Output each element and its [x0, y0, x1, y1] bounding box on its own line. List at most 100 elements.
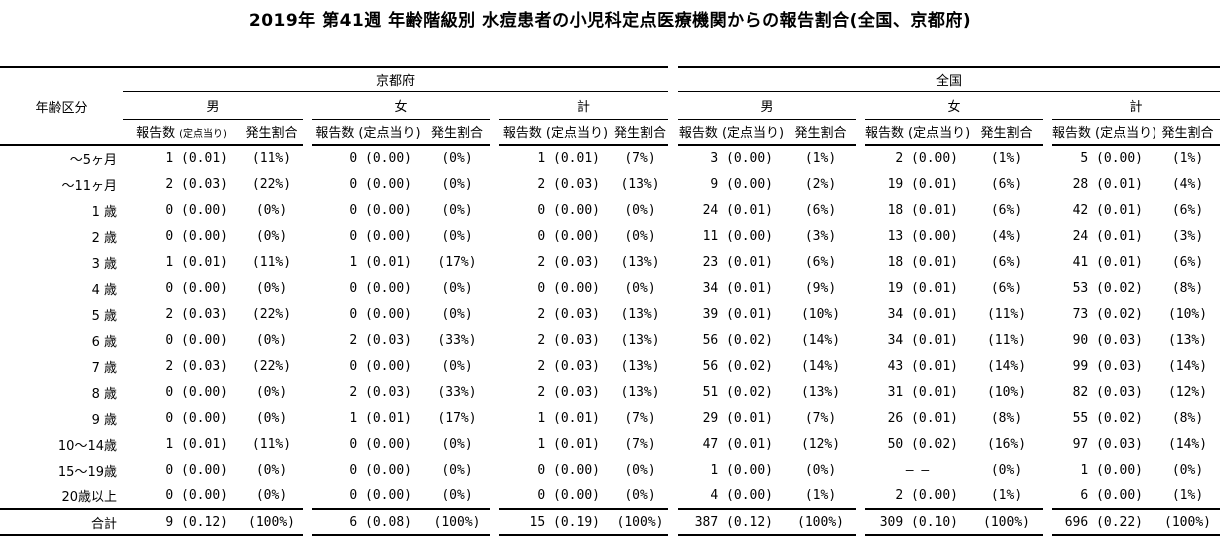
- table-row: 3 歳 1 (0.01) (11%) 1 (0.01) (17%) 2 (0.03) (13…: [0, 249, 1220, 275]
- pct-cell: (4%): [1171, 176, 1204, 192]
- column-gap: [303, 91, 312, 119]
- count-cell: 0 (0.00): [349, 358, 412, 374]
- column-gap: [490, 249, 499, 275]
- pct-cell: (1%): [990, 151, 1023, 166]
- column-gap: [856, 223, 865, 249]
- column-gap: [856, 509, 865, 535]
- pct-cell: (0%): [240, 483, 303, 510]
- total-row: 合計 9 (0.12) (100%) 6 (0.08) (100%) 15 (0.19)(…: [0, 509, 1220, 536]
- region-header-national: 全国: [678, 66, 1220, 92]
- column-gap: [490, 431, 499, 457]
- pct-cell: (1%): [1155, 483, 1220, 510]
- pct-cell: (13%): [620, 332, 660, 348]
- count-cell: 2 (0.03): [165, 306, 228, 322]
- count-cell: 0 (0.00): [349, 436, 412, 452]
- count-cell: 42 (0.01): [1072, 202, 1144, 218]
- column-gap: [303, 223, 312, 249]
- count-cell: 47 (0.01): [702, 436, 774, 452]
- count-cell: 2 (0.03): [537, 306, 600, 322]
- count-cell: 9 (0.00): [710, 176, 774, 192]
- pct-cell: (0%): [255, 202, 288, 218]
- column-gap: [668, 91, 678, 119]
- count-cell: 309 (0.10): [865, 509, 971, 536]
- pct-cell: (13%): [620, 358, 660, 374]
- column-gap: [490, 91, 499, 119]
- count-cell: 6 (0.08): [312, 509, 424, 536]
- column-gap: [1043, 457, 1052, 483]
- pct-cell: (6%): [804, 254, 837, 270]
- sex-header-kyoto-total: 計: [499, 91, 669, 120]
- count-cell: 24 (0.01): [702, 202, 774, 218]
- pct-cell: (7%): [804, 410, 837, 426]
- column-gap: [303, 327, 312, 353]
- age-label: 10～14歳: [57, 438, 117, 454]
- count-cell: 34 (0.01): [887, 306, 959, 322]
- pct-cell: (13%): [620, 254, 660, 270]
- column-gap: [668, 431, 678, 457]
- count-cell: 1 (0.00): [710, 462, 774, 478]
- column-gap: [303, 249, 312, 275]
- column-gap: [856, 353, 865, 379]
- pct-cell: (100%): [240, 509, 303, 536]
- pct-cell: (0%): [624, 228, 656, 244]
- pct-cell: (100%): [1155, 509, 1220, 536]
- count-cell: 0 (0.00): [537, 202, 600, 218]
- pct-cell: (14%): [986, 358, 1027, 374]
- pct-cell: (7%): [624, 410, 656, 426]
- column-gap: [668, 379, 678, 405]
- age-label: 2 歳: [91, 230, 117, 246]
- column-gap: [1043, 353, 1052, 379]
- pct-cell: (1%): [804, 151, 837, 166]
- pct-cell: (8%): [1171, 410, 1204, 426]
- column-gap: [856, 405, 865, 431]
- pct-header: 発生割合: [424, 119, 490, 146]
- age-label: 5 歳: [91, 308, 117, 324]
- count-cell: 0 (0.00): [123, 483, 240, 510]
- age-label: 6 歳: [91, 334, 117, 350]
- column-gap: [668, 483, 678, 509]
- count-cell: 1 (0.01): [165, 436, 228, 452]
- count-cell: 56 (0.02): [702, 332, 774, 348]
- pct-cell: (0%): [441, 151, 473, 166]
- pct-cell: (17%): [437, 254, 477, 270]
- column-gap: [1043, 145, 1052, 171]
- column-gap: [856, 145, 865, 171]
- pct-cell: (0%): [804, 462, 837, 478]
- count-cell: 90 (0.03): [1072, 332, 1144, 348]
- region-header-kyoto: 京都府: [123, 66, 669, 92]
- column-gap: [668, 353, 678, 379]
- pct-cell: (7%): [624, 436, 656, 452]
- column-gap: [303, 431, 312, 457]
- pct-cell: (13%): [620, 306, 660, 322]
- column-gap: [856, 91, 865, 119]
- sex-header-row: 男 女 計 男 女 計: [0, 91, 1220, 120]
- count-cell: 1 (0.01): [537, 436, 600, 452]
- count-cell: 29 (0.01): [702, 410, 774, 426]
- column-gap: [1043, 301, 1052, 327]
- count-cell: 2 (0.00): [865, 483, 971, 510]
- pct-cell: (0%): [255, 462, 288, 478]
- column-gap: [303, 483, 312, 509]
- pct-header: 発生割合: [785, 119, 857, 146]
- column-gap: [303, 145, 312, 171]
- sex-header-kyoto-female: 女: [312, 91, 490, 120]
- count-cell: 34 (0.01): [702, 280, 774, 296]
- count-cell: 1 (0.01): [165, 151, 228, 166]
- pct-cell: (10%): [800, 306, 841, 322]
- count-header: 報告数 (定点当り): [1052, 119, 1156, 146]
- pct-cell: (0%): [612, 483, 669, 510]
- column-gap: [303, 353, 312, 379]
- count-cell: 1 (0.01): [537, 410, 600, 426]
- table-row: 9 歳 0 (0.00) (0%) 1 (0.01) (17%) 1 (0.01) (7%)…: [0, 405, 1220, 431]
- count-cell: 0 (0.00): [165, 384, 228, 400]
- column-gap: [490, 353, 499, 379]
- age-label: 合計: [0, 509, 123, 536]
- pct-cell: (14%): [1167, 436, 1208, 452]
- count-cell: 56 (0.02): [702, 358, 774, 374]
- count-cell: 0 (0.00): [349, 176, 412, 192]
- column-gap: [856, 301, 865, 327]
- column-gap: [1043, 509, 1052, 535]
- table-row: 2 歳 0 (0.00) (0%) 0 (0.00) (0%) 0 (0.00) (0%) 1…: [0, 223, 1220, 249]
- pct-cell: (0%): [441, 280, 473, 296]
- count-cell: 0 (0.00): [349, 202, 412, 218]
